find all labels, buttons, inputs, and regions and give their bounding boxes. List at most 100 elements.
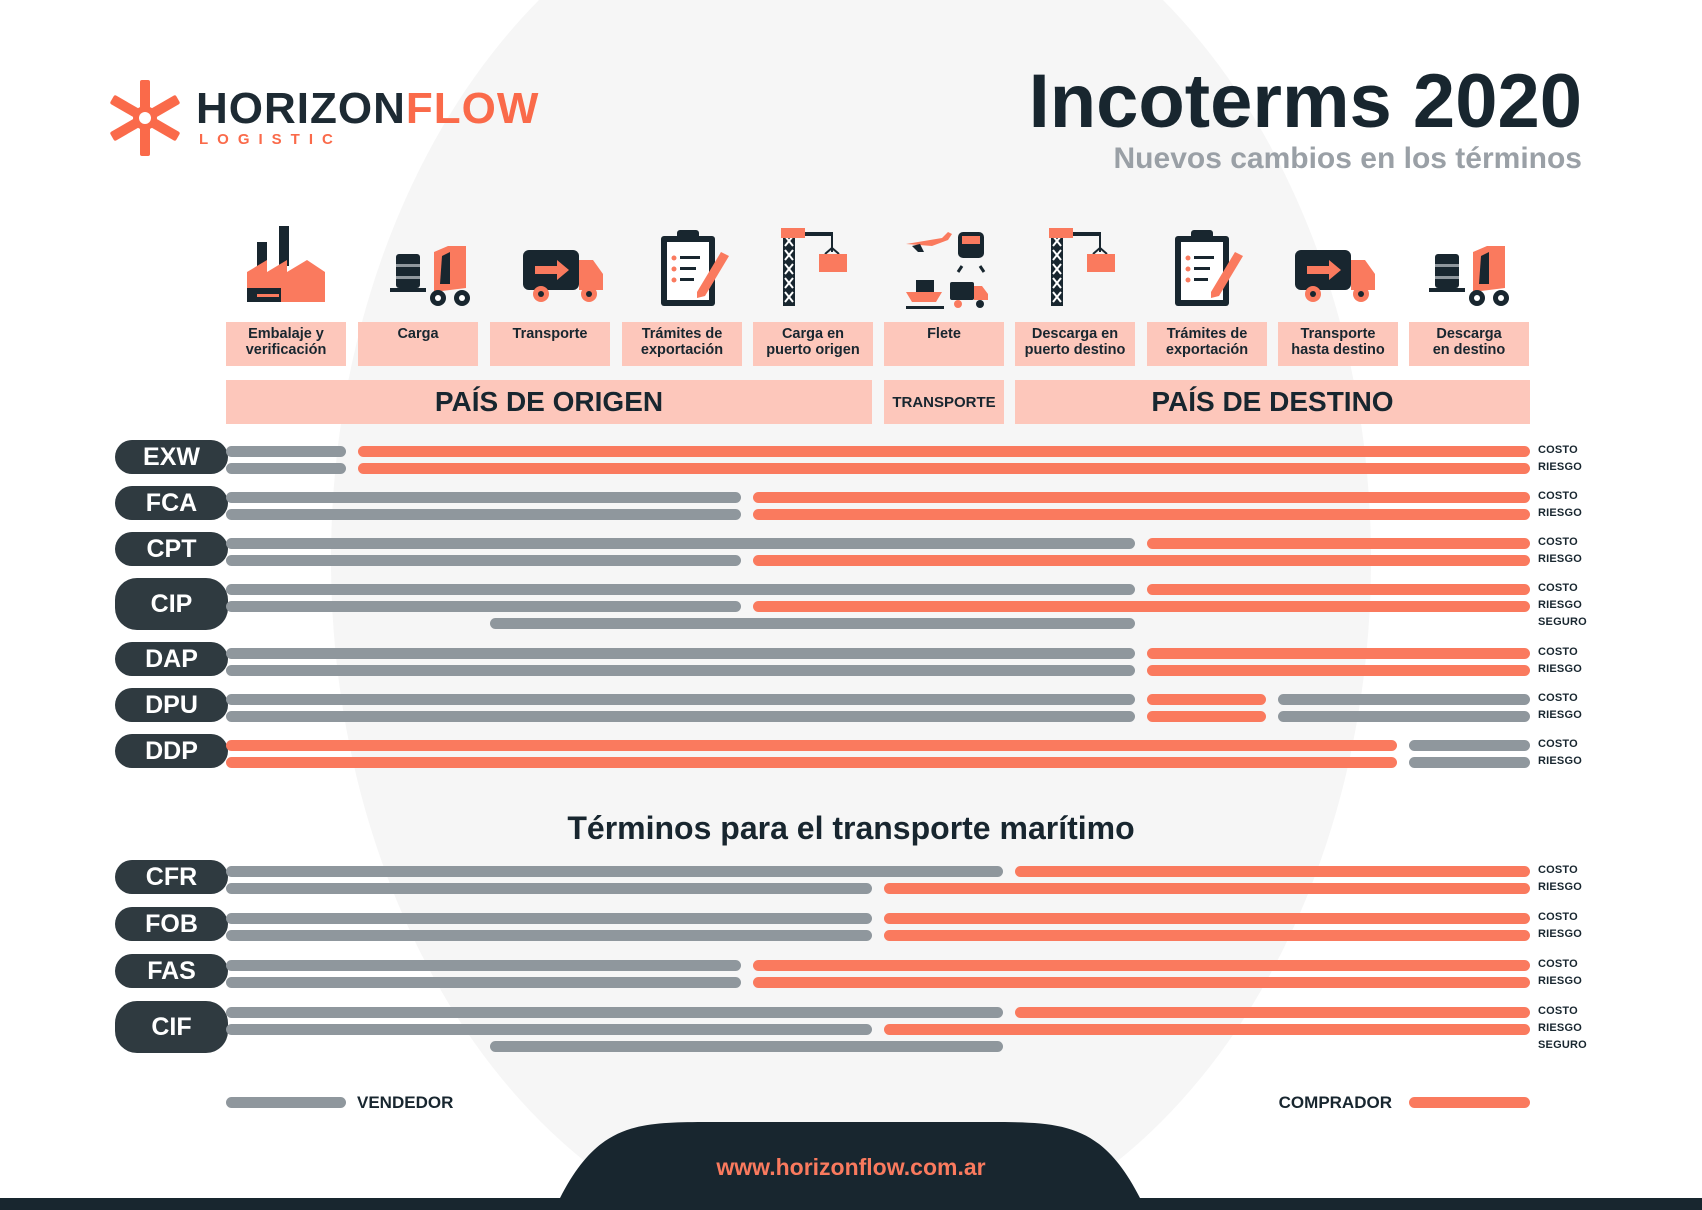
term-ddp-badge: DDP bbox=[115, 734, 228, 768]
term-fca-riesgo-buyer-bar bbox=[753, 509, 1530, 520]
term-fob-riesgo-seller-bar bbox=[226, 930, 872, 941]
term-ddp-riesgo-label: RIESGO bbox=[1538, 755, 1582, 767]
region-transporte: TRANSPORTE bbox=[884, 380, 1004, 424]
truck-icon bbox=[1295, 250, 1375, 302]
term-cfr-riesgo-buyer-bar bbox=[884, 883, 1530, 894]
step-label: Carga bbox=[358, 322, 478, 366]
term-cip-riesgo-label: RIESGO bbox=[1538, 599, 1582, 611]
clipboard-icon bbox=[661, 230, 729, 306]
term-dap-riesgo-seller-bar bbox=[226, 665, 1135, 676]
maritime-section-title: Términos para el transporte marítimo bbox=[567, 810, 1135, 846]
brand-name-dark: HORIZON bbox=[196, 84, 406, 133]
term-fob-riesgo-buyer-bar bbox=[884, 930, 1530, 941]
term-fas-costo-buyer-bar bbox=[753, 960, 1530, 971]
term-fas-riesgo-label: RIESGO bbox=[1538, 975, 1582, 987]
term-cip-costo-label: COSTO bbox=[1538, 582, 1578, 594]
truck-icon bbox=[523, 250, 603, 302]
term-fca-costo-label: COSTO bbox=[1538, 490, 1578, 502]
term-cfr-costo-label: COSTO bbox=[1538, 864, 1578, 876]
step-label: Descarga en destino bbox=[1409, 322, 1529, 366]
region-origen: PAÍS DE ORIGEN bbox=[226, 380, 872, 424]
factory-icon bbox=[247, 226, 325, 302]
term-cpt-costo-seller-bar bbox=[226, 538, 1135, 549]
term-cip-costo-seller-bar bbox=[226, 584, 1135, 595]
term-dpu-riesgo-seller-bar bbox=[1278, 711, 1530, 722]
term-dpu-costo-seller-bar bbox=[226, 694, 1135, 705]
term-cif-seguro-label: SEGURO bbox=[1538, 1039, 1587, 1051]
term-fas-riesgo-seller-bar bbox=[226, 977, 741, 988]
term-exw-badge: EXW bbox=[115, 440, 228, 474]
step-label: Flete bbox=[884, 322, 1004, 366]
brand-logo bbox=[105, 78, 185, 163]
term-cfr-riesgo-label: RIESGO bbox=[1538, 881, 1582, 893]
term-cif-costo-label: COSTO bbox=[1538, 1005, 1578, 1017]
term-exw-riesgo-seller-bar bbox=[226, 463, 346, 474]
term-ddp-costo-seller-bar bbox=[1409, 740, 1530, 751]
term-ddp-riesgo-buyer-bar bbox=[226, 757, 1397, 768]
term-dpu-riesgo-seller-bar bbox=[226, 711, 1135, 722]
footer-url[interactable]: www.horizonflow.com.ar bbox=[716, 1154, 986, 1180]
term-dpu-costo-label: COSTO bbox=[1538, 692, 1578, 704]
brand-star-icon bbox=[110, 80, 180, 156]
term-exw-costo-seller-bar bbox=[226, 446, 346, 457]
term-exw-riesgo-buyer-bar bbox=[358, 463, 1530, 474]
term-cif-costo-buyer-bar bbox=[1015, 1007, 1530, 1018]
term-dpu-badge: DPU bbox=[115, 688, 228, 722]
legend-buyer-label: COMPRADOR bbox=[1278, 1093, 1392, 1112]
term-fob-riesgo-label: RIESGO bbox=[1538, 928, 1582, 940]
step-label: Trámites de exportación bbox=[1147, 322, 1267, 366]
term-fob-costo-buyer-bar bbox=[884, 913, 1530, 924]
term-dpu-costo-seller-bar bbox=[1278, 694, 1530, 705]
term-cpt-riesgo-buyer-bar bbox=[753, 555, 1530, 566]
term-fca-costo-seller-bar bbox=[226, 492, 741, 503]
term-dpu-riesgo-label: RIESGO bbox=[1538, 709, 1582, 721]
term-exw-costo-label: COSTO bbox=[1538, 444, 1578, 456]
step-label: Embalaje y verificación bbox=[226, 322, 346, 366]
term-cip-riesgo-buyer-bar bbox=[753, 601, 1530, 612]
multimodal-icon bbox=[906, 232, 988, 309]
term-dap-badge: DAP bbox=[115, 642, 228, 676]
brand-name-orange: FLOW bbox=[405, 84, 540, 133]
term-dpu-costo-buyer-bar bbox=[1147, 694, 1266, 705]
term-exw-costo-buyer-bar bbox=[358, 446, 1530, 457]
term-dpu-riesgo-buyer-bar bbox=[1147, 711, 1266, 722]
term-cpt-costo-label: COSTO bbox=[1538, 536, 1578, 548]
crane-icon bbox=[781, 228, 847, 306]
term-cpt-costo-buyer-bar bbox=[1147, 538, 1530, 549]
term-cpt-riesgo-seller-bar bbox=[226, 555, 741, 566]
term-dap-riesgo-buyer-bar bbox=[1147, 665, 1530, 676]
term-cip-badge: CIP bbox=[115, 578, 228, 630]
step-label: Descarga en puerto destino bbox=[1015, 322, 1135, 366]
term-dap-costo-label: COSTO bbox=[1538, 646, 1578, 658]
term-dap-costo-buyer-bar bbox=[1147, 648, 1530, 659]
clipboard-icon bbox=[1175, 230, 1243, 306]
step-label: Transporte hasta destino bbox=[1278, 322, 1398, 366]
step-label: Carga en puerto origen bbox=[753, 322, 873, 366]
term-cif-riesgo-label: RIESGO bbox=[1538, 1022, 1582, 1034]
term-fas-badge: FAS bbox=[115, 954, 228, 988]
term-fas-costo-label: COSTO bbox=[1538, 958, 1578, 970]
term-ddp-riesgo-seller-bar bbox=[1409, 757, 1530, 768]
legend-seller-swatch bbox=[226, 1097, 346, 1108]
term-cif-badge: CIF bbox=[115, 1001, 228, 1053]
term-cfr-riesgo-seller-bar bbox=[226, 883, 872, 894]
legend-seller-label: VENDEDOR bbox=[357, 1093, 454, 1112]
region-destino: PAÍS DE DESTINO bbox=[1015, 380, 1530, 424]
term-fca-costo-buyer-bar bbox=[753, 492, 1530, 503]
term-cpt-badge: CPT bbox=[115, 532, 228, 566]
term-dap-costo-seller-bar bbox=[226, 648, 1135, 659]
term-exw-riesgo-label: RIESGO bbox=[1538, 461, 1582, 473]
term-cip-costo-buyer-bar bbox=[1147, 584, 1530, 595]
term-cip-seguro-seller-bar bbox=[490, 618, 1135, 629]
page-title: Incoterms 2020 bbox=[1028, 59, 1582, 144]
term-ddp-costo-label: COSTO bbox=[1538, 738, 1578, 750]
step-label: Transporte bbox=[490, 322, 610, 366]
step-label: Trámites de exportación bbox=[622, 322, 742, 366]
brand-name: HORIZONFLOW bbox=[196, 84, 539, 134]
legend-buyer-swatch bbox=[1409, 1097, 1530, 1108]
forklift-icon bbox=[1429, 246, 1509, 306]
term-dap-riesgo-label: RIESGO bbox=[1538, 663, 1582, 675]
page-subtitle: Nuevos cambios en los términos bbox=[1113, 142, 1582, 175]
term-cif-costo-seller-bar bbox=[226, 1007, 1003, 1018]
